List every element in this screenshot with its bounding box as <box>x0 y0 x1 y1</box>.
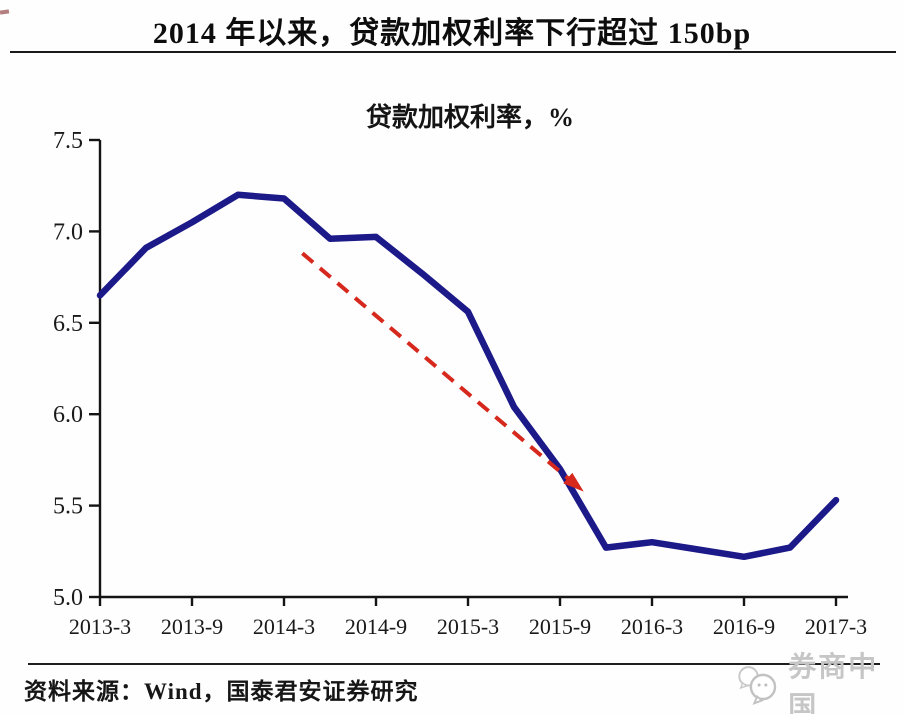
chart-title: 贷款加权利率，% <box>365 103 574 132</box>
y-tick-label: 5.0 <box>53 585 83 611</box>
trend-arrow <box>301 251 585 493</box>
x-tick-label: 2017-3 <box>805 614 867 639</box>
source-note: 资料来源：Wind，国泰君安证券研究 <box>24 679 419 704</box>
rate-line <box>96 191 840 561</box>
x-tick-label: 2015-3 <box>437 614 499 639</box>
y-tick-label: 6.0 <box>53 402 83 428</box>
watermark-text: 券商中国 <box>788 651 879 714</box>
chat-bubbles-icon <box>738 666 777 706</box>
footer-divider <box>28 663 880 665</box>
x-tick-label: 2014-3 <box>253 614 315 639</box>
y-tick-label: 7.0 <box>53 219 83 245</box>
x-tick-label: 2013-9 <box>161 614 223 639</box>
watermark: 券商中国 <box>734 645 904 714</box>
y-tick-label: 7.5 <box>53 128 83 154</box>
x-tick-label: 2014-9 <box>345 614 407 639</box>
y-tick-label: 6.5 <box>53 311 83 337</box>
x-tick-label: 2015-9 <box>529 614 591 639</box>
y-tick-label: 5.5 <box>53 494 83 520</box>
x-tick-label: 2013-3 <box>69 614 131 639</box>
x-tick-label: 2016-3 <box>621 614 683 639</box>
title-divider <box>10 51 896 53</box>
x-tick-label: 2016-9 <box>713 614 775 639</box>
figure-title: 2014 年以来，贷款加权利率下行超过 150bp <box>152 17 752 50</box>
